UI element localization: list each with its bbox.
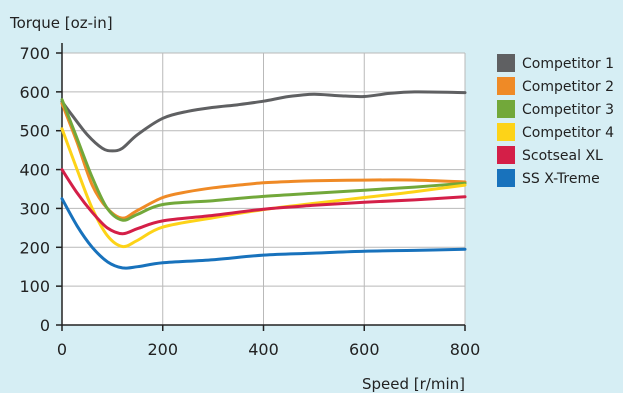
- axes: [56, 43, 466, 331]
- legend-swatch-scotseal-xl: [497, 146, 515, 164]
- y-tick-label-400: 400: [19, 161, 50, 180]
- y-tick-label-700: 700: [19, 44, 50, 63]
- legend-label-ss-x-treme: SS X-Treme: [522, 171, 600, 187]
- series-line-competitor-2: [60, 102, 467, 220]
- legend-label-competitor-1: Competitor 1: [522, 56, 614, 72]
- legend-swatch-ss-x-treme: [497, 169, 515, 187]
- x-tick-label-200: 200: [147, 340, 178, 359]
- y-tick-label-600: 600: [19, 83, 50, 102]
- y-tick-label-0: 0: [40, 316, 50, 335]
- legend-label-competitor-2: Competitor 2: [522, 79, 614, 95]
- legend-swatch-competitor-3: [497, 100, 515, 118]
- legend-swatch-competitor-1: [497, 54, 515, 72]
- x-tick-label-600: 600: [349, 340, 380, 359]
- legend-label-competitor-3: Competitor 3: [522, 102, 614, 118]
- x-tick-label-0: 0: [57, 340, 67, 359]
- series-line-competitor-3: [60, 98, 467, 222]
- series-lines: [60, 90, 467, 270]
- series-line-competitor-4: [60, 127, 467, 249]
- legend-label-competitor-4: Competitor 4: [522, 125, 614, 141]
- tick-labels: 0 100 200 300 400 500 600 700 0 200 400 600 800: [19, 44, 480, 359]
- legend-swatch-competitor-4: [497, 123, 515, 141]
- legend-swatch-competitor-2: [497, 77, 515, 95]
- y-tick-label-100: 100: [19, 277, 50, 296]
- legend-label-scotseal-xl: Scotseal XL: [522, 148, 603, 164]
- y-tick-label-300: 300: [19, 199, 50, 218]
- y-tick-label-500: 500: [19, 122, 50, 141]
- x-axis-title: Speed [r/min]: [362, 375, 465, 393]
- y-tick-label-200: 200: [19, 238, 50, 257]
- series-line-ss-x-treme: [60, 197, 467, 270]
- series-line-competitor-1: [60, 90, 467, 153]
- x-tick-label-400: 400: [248, 340, 279, 359]
- legend: Competitor 1 Competitor 2 Competitor 3 Comp…: [497, 54, 614, 187]
- series-line-scotseal-xl: [60, 168, 467, 236]
- y-axis-title: Torque [oz-in]: [9, 14, 113, 32]
- x-tick-label-800: 800: [450, 340, 481, 359]
